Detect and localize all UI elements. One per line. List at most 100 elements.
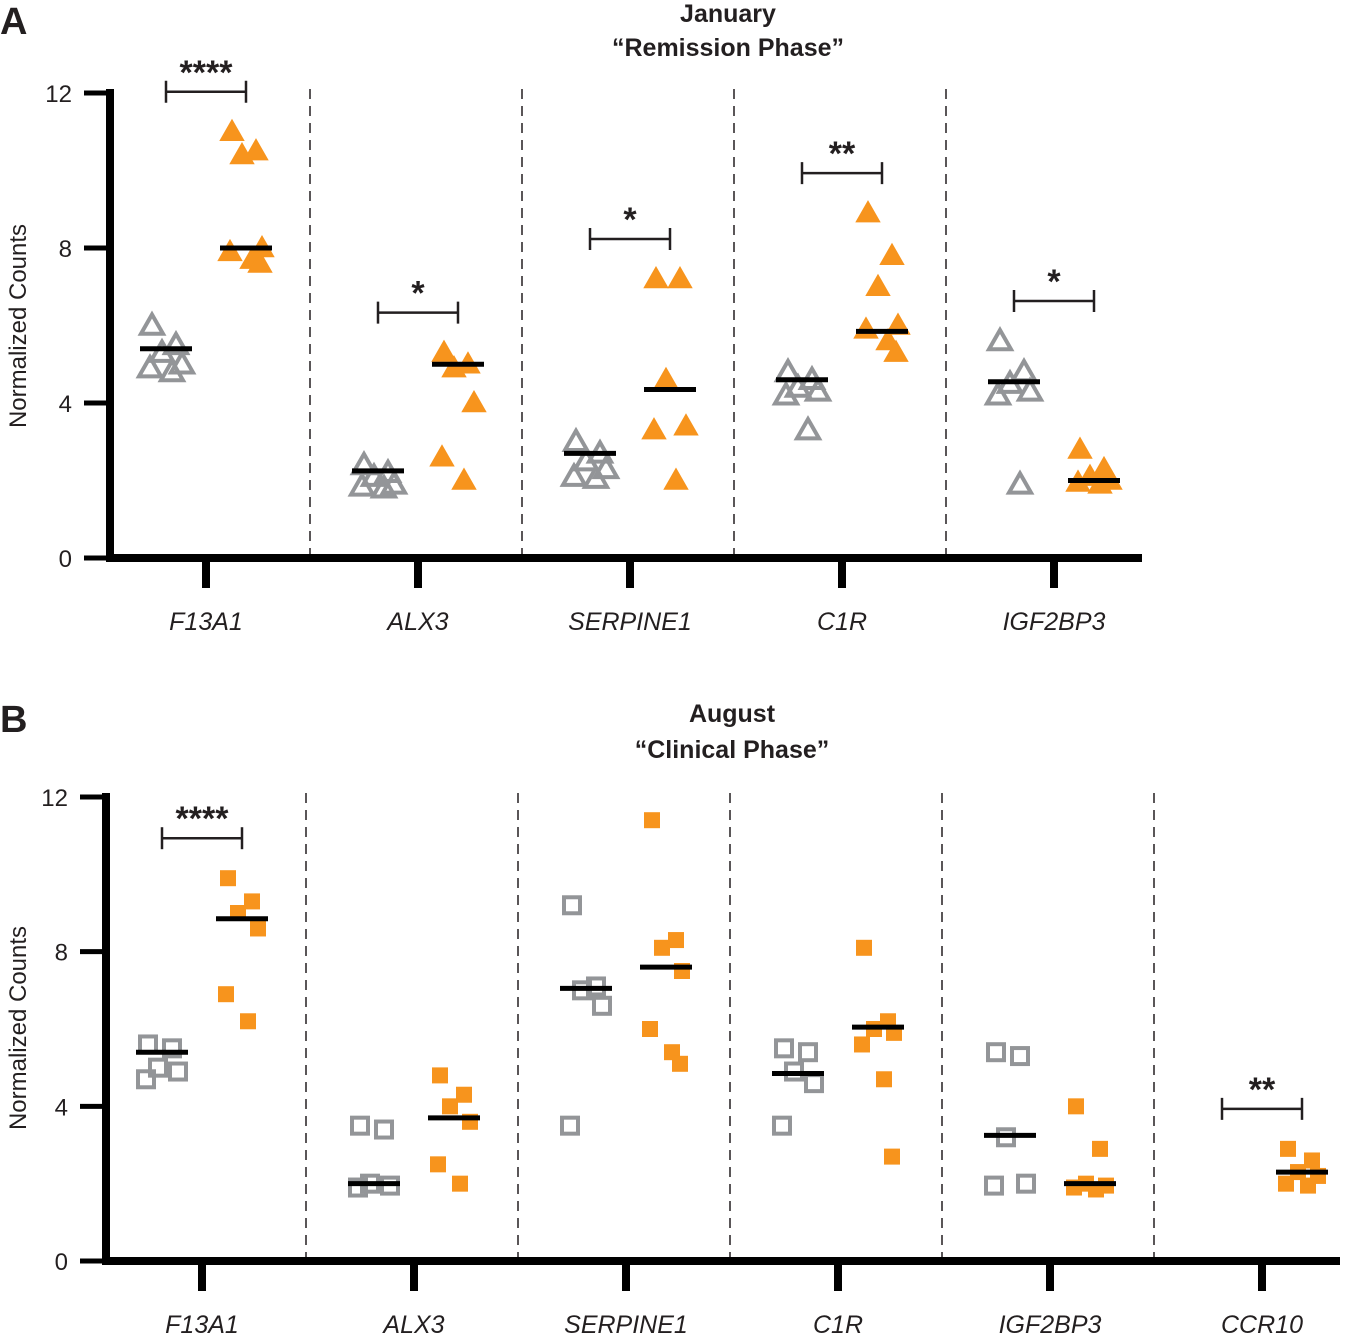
panel-b-case-point (432, 1067, 448, 1084)
panel-b-control-point (374, 1119, 394, 1140)
panel-b-gene-label: IGF2BP3 (999, 1311, 1102, 1336)
panel-a-case-point (667, 265, 693, 289)
panel-a-control-point (803, 376, 833, 402)
panel-a-case-point (643, 265, 669, 289)
panel-a-y-tick-label: 8 (59, 236, 72, 263)
panel-b-control-point (562, 895, 582, 916)
panel-a-control-point (369, 473, 399, 499)
panel-b-control-point (560, 1115, 580, 1136)
panel-b-case-point (240, 1013, 256, 1030)
panel-b-y-tick-label: 0 (55, 1249, 68, 1276)
panel-a-gene-label: IGF2BP3 (1003, 608, 1106, 636)
panel-a-control-point (793, 415, 823, 441)
panel-b-control-point (350, 1115, 370, 1136)
panel-b-control-point (986, 1042, 1006, 1063)
panel-a-plot: 0 4 8 12 F13A1 **** ALX3 * SERPINE1 * C1R ** IGF2BP3… (45, 54, 1142, 636)
panel-b-case-point (1280, 1140, 1296, 1157)
panel-b-case-point (1092, 1140, 1108, 1157)
panel-a-gene-label: F13A1 (169, 608, 243, 636)
panel-b-case-point (1068, 1098, 1084, 1115)
panel-a-significance-label: ** (829, 135, 856, 173)
panel-b-y-tick-label: 8 (55, 940, 68, 967)
panel-b-control-point (136, 1069, 156, 1090)
panel-b-control-point (168, 1061, 188, 1082)
panel-a-case-point (641, 417, 667, 440)
panel-a-control-point (591, 453, 621, 480)
panel-a-case-point (673, 413, 699, 436)
panel-a-title: January (680, 0, 776, 28)
panel-b-gene-label: CCR10 (1221, 1311, 1303, 1336)
panel-b-case-point (250, 920, 266, 937)
panel-a-case-point (653, 366, 679, 389)
panel-a-control-point (157, 356, 187, 383)
panel-b-significance-label: ** (1249, 1071, 1276, 1109)
panel-a-significance-label: * (1047, 263, 1061, 301)
panel-b-case-point (430, 1156, 446, 1173)
panel-b-case-point (854, 1036, 870, 1053)
panel-a-case-point (219, 118, 245, 141)
panel-a-significance-label: **** (180, 54, 234, 92)
panel-a-case-point (879, 242, 905, 265)
panel-a-control-point (347, 471, 377, 497)
panel-a-significance-label: * (623, 201, 637, 239)
panel-b-control-point (1010, 1046, 1030, 1067)
panel-b-control-point (592, 995, 612, 1016)
panel-b-y-tick-label: 4 (55, 1094, 68, 1121)
panel-a-letter: A (0, 1, 27, 43)
panel-a-control-point (135, 353, 165, 379)
panel-a-control-point (783, 372, 813, 398)
panel-b-control-point (774, 1038, 794, 1059)
panel-b-gene-label: C1R (813, 1311, 863, 1336)
panel-b-case-point (220, 870, 236, 887)
panel-a-control-point (1015, 376, 1045, 402)
panel-a-case-point (229, 141, 255, 165)
panel-b-case-point (856, 939, 872, 956)
panel-a-control-point (137, 310, 167, 336)
panel-b-case-point (884, 1148, 900, 1165)
panel-a-control-point (359, 461, 389, 487)
panel-b-case-point (654, 939, 670, 956)
panel-a-case-point (865, 273, 891, 296)
panel-a-control-point (161, 329, 191, 356)
panel-a-case-point (247, 250, 273, 273)
panel-b-significance-label: **** (176, 800, 230, 838)
panel-b-control-point (162, 1038, 182, 1059)
panel-b-control-point (798, 1042, 818, 1063)
panel-a-case-point (883, 339, 909, 362)
panel-a-control-point (581, 463, 611, 489)
panel-a-case-point (855, 200, 881, 223)
panel-b-gene-label: F13A1 (165, 1311, 239, 1336)
panel-a-case-point (243, 138, 269, 161)
panel-b-control-point (772, 1115, 792, 1136)
panel-b-y-tick-label: 12 (41, 785, 68, 812)
panel-b-case-point (1304, 1152, 1320, 1169)
panel-b-case-point (218, 986, 234, 1003)
panel-a-control-point (571, 446, 601, 472)
panel-b-control-point (148, 1057, 168, 1078)
panel-b-case-point (442, 1098, 458, 1115)
panel-b-case-point (1278, 1175, 1294, 1192)
panel-a-control-point (771, 380, 801, 406)
panel-b-case-point (876, 1071, 892, 1088)
panel-b-gene-label: SERPINE1 (564, 1311, 688, 1336)
panel-a-significance-label: * (411, 275, 425, 313)
panel-a-case-point (429, 444, 455, 467)
panel-b-case-point (644, 812, 660, 829)
panel-b-case-point (452, 1175, 468, 1192)
panel-b-control-point (804, 1073, 824, 1094)
panel-b-subtitle: “Clinical Phase” (635, 736, 830, 764)
panel-b-letter: B (0, 699, 27, 741)
panel-b-control-point (348, 1177, 368, 1198)
panel-a-case-point (431, 339, 457, 362)
panel-b-title: August (689, 700, 776, 728)
panel-b-case-point (668, 932, 684, 949)
panel-b-control-point (1016, 1173, 1036, 1194)
panel-a-y-tick-label: 12 (45, 81, 72, 108)
panel-b-case-point (1300, 1177, 1316, 1194)
panel-a-gene-label: C1R (817, 608, 867, 636)
panel-b-plot: 0 4 8 12 F13A1 **** ALX3 SERPINE1 C1R IGF2BP3 CCR1… (41, 785, 1340, 1336)
panel-b-y-axis-label: Normalized Counts (5, 926, 32, 1130)
panel-a-gene-label: ALX3 (385, 608, 448, 636)
panel-a-y-axis-label: Normalized Counts (5, 224, 32, 428)
